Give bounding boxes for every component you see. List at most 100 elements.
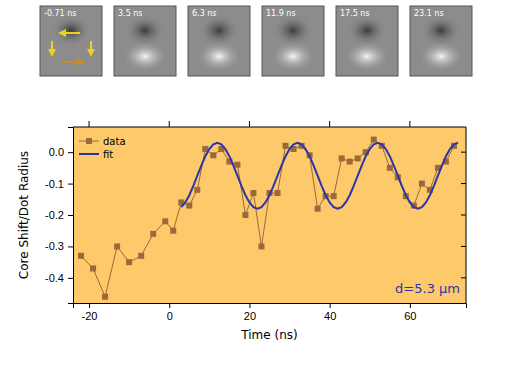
panel: 11.9 ns (262, 6, 324, 76)
tick: -0.2 (45, 209, 73, 221)
data-point (150, 231, 156, 237)
data-point (275, 190, 281, 196)
tick-mark (68, 278, 73, 279)
panel-bright (419, 41, 463, 71)
tick-mark (461, 246, 466, 247)
data-point (210, 152, 216, 158)
axis-line (68, 128, 74, 304)
y-axis: 0.0 -0.1 -0.2 -0.3 -0.4 (45, 128, 73, 304)
panel-core (51, 15, 91, 47)
data-point (371, 137, 377, 143)
data-point (339, 155, 345, 161)
panel-label: 3.5 ns (118, 9, 143, 18)
panel-image (336, 6, 398, 76)
panel-bright (271, 41, 315, 71)
panel-label: 6.3 ns (192, 9, 217, 18)
panel-image (188, 6, 250, 76)
data-point (387, 165, 393, 171)
data-point (258, 243, 264, 249)
panel: -0.71 ns (40, 6, 102, 76)
series-line (181, 143, 458, 209)
panel-image (262, 6, 324, 76)
panel-image (40, 6, 102, 76)
panel-label: 11.9 ns (266, 9, 296, 18)
tick-label: 20 (244, 310, 256, 322)
series (78, 137, 457, 300)
tick-mark (68, 152, 73, 153)
tick: -20 (82, 303, 98, 322)
tick-label: 60 (404, 310, 416, 322)
tick: -0.1 (45, 178, 73, 190)
tick-mark (330, 303, 331, 308)
panel-image (114, 6, 176, 76)
panel-label: 23.1 ns (414, 9, 444, 18)
tick-mark (89, 121, 90, 127)
data-point (114, 243, 120, 249)
tick-mark (68, 215, 73, 216)
panel-bright (197, 41, 241, 71)
plot-background (73, 127, 466, 303)
tick-mark (89, 303, 90, 308)
tick-mark (169, 303, 170, 308)
data-point (315, 206, 321, 212)
data-point (138, 253, 144, 259)
legend: data fit (79, 136, 126, 160)
right-ticks (461, 152, 466, 278)
tick: -0.4 (45, 272, 73, 284)
tick-label: 0.0 (49, 146, 64, 158)
tick-label: 0 (167, 310, 173, 322)
tick-mark (461, 215, 466, 216)
panel-label: -0.71 ns (44, 9, 76, 18)
tick-mark (461, 183, 466, 184)
tick-mark (68, 184, 73, 185)
legend-swatch (79, 153, 99, 155)
series (181, 143, 458, 209)
x-axis-title: Time (ns) (240, 328, 297, 342)
panel: 23.1 ns (410, 6, 472, 76)
panel-label: 17.5 ns (340, 9, 370, 18)
panel-arrow (62, 32, 80, 34)
data-point (194, 187, 200, 193)
data-point (355, 155, 361, 161)
tick-mark (461, 152, 466, 153)
data-point (90, 265, 96, 271)
tick-mark (409, 121, 410, 127)
tick-label: -0.3 (45, 240, 64, 252)
tick-label: -0.1 (45, 178, 64, 190)
tick-mark (249, 121, 250, 127)
tick: 0.0 (49, 146, 73, 158)
data-point (283, 143, 289, 149)
data-point (250, 190, 256, 196)
tick: 60 (404, 303, 416, 322)
data-point (102, 294, 108, 300)
data-point (419, 181, 425, 187)
annotation: d=5.3 µm (395, 281, 460, 296)
panel-arrow (62, 61, 82, 63)
tick-label: -20 (82, 310, 98, 322)
plot-frame (73, 127, 466, 303)
data-point (347, 159, 353, 165)
panels: -0.71 ns 3.5 ns 6.3 ns 11.9 ns 17.5 ns 23.1 n… (40, 6, 472, 76)
chart: -0.71 ns 3.5 ns 6.3 ns 11.9 ns 17.5 ns 23.1 n… (0, 0, 506, 369)
tick-mark (410, 303, 411, 308)
legend-label: fit (103, 149, 113, 160)
panel: 17.5 ns (336, 6, 398, 76)
tick: 40 (324, 303, 336, 322)
data-point (331, 193, 337, 199)
tick-mark (68, 246, 73, 247)
plot-area (78, 137, 458, 300)
panel-image (410, 6, 472, 76)
tick-mark (461, 277, 466, 278)
top-ticks (89, 121, 410, 127)
legend-entry: fit (79, 149, 113, 160)
tick: 0 (167, 303, 173, 322)
tick-mark (249, 303, 250, 308)
tick-mark (329, 121, 330, 127)
x-axis: -20 0 20 40 60 (74, 303, 467, 322)
legend-entry: data (79, 136, 126, 147)
panel-bright (123, 41, 167, 71)
data-point (162, 218, 168, 224)
panel-bright (345, 41, 389, 71)
panel-arrow (51, 41, 53, 53)
panel: 6.3 ns (188, 6, 250, 76)
